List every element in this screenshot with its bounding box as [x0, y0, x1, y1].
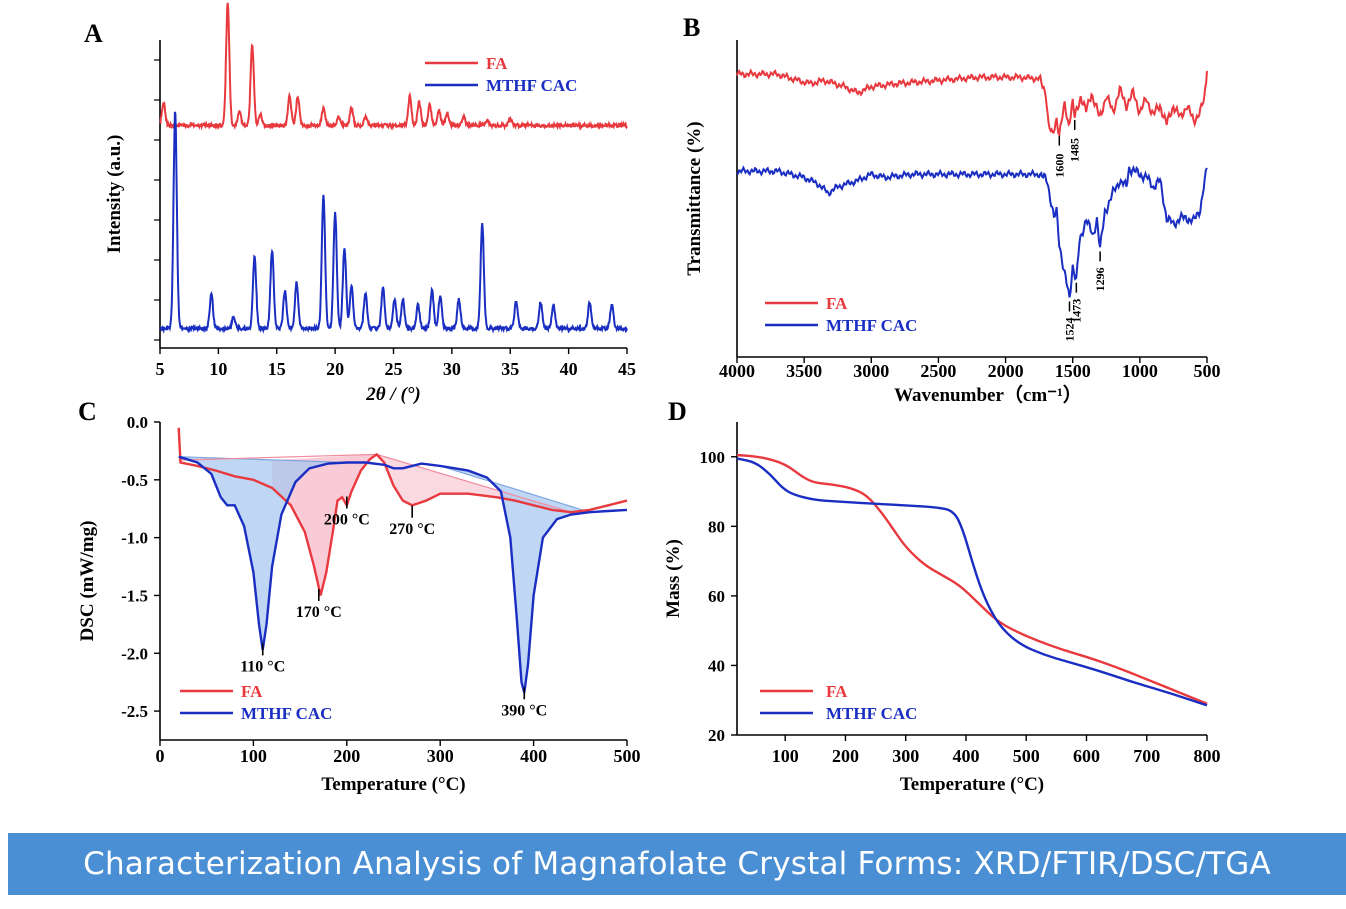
x-axis-title: Temperature (°C)	[900, 774, 1044, 795]
x-axis-title: Temperature (°C)	[321, 774, 465, 795]
x-tick-label: 3000	[853, 361, 889, 381]
dsc-series-fa	[177, 427, 628, 596]
dsc-area-mthf-390	[440, 465, 590, 693]
y-tick-label: -1.5	[121, 586, 148, 605]
x-tick-label: 40	[560, 359, 578, 379]
caption-banner: Characterization Analysis of Magnafolate…	[8, 833, 1346, 895]
dsc-series-mthf-cac	[178, 455, 628, 693]
x-tick-label: 200	[832, 746, 859, 766]
x-axis-title: Wavenumber（cm⁻¹）	[894, 383, 1082, 406]
y-tick-label: 20	[708, 726, 725, 745]
x-tick-label: 4000	[719, 361, 755, 381]
peak-label: 1524	[1062, 317, 1076, 341]
legend-label-mthf-cac: MTHF CAC	[826, 316, 917, 335]
dsc-area-fa-270	[376, 454, 571, 513]
x-tick-label: 300	[892, 746, 919, 766]
tga-series-fa	[736, 453, 1208, 705]
peak-label: 390 °C	[501, 702, 547, 719]
x-tick-label: 20	[326, 359, 344, 379]
y-tick-label: -2.0	[121, 644, 148, 663]
panel-a-xrd: 5 10 15 20 25 30 35 40 45 2θ / (°) Intensity (a.u.…	[104, 2, 636, 405]
x-tick-label: 100	[772, 746, 799, 766]
tga-series-mthf-cac	[736, 457, 1208, 707]
x-tick-label: 500	[1013, 746, 1040, 766]
x-tick-label: 0	[156, 746, 165, 766]
peak-label: 1485	[1068, 138, 1082, 162]
y-tick-label: 100	[700, 448, 726, 467]
x-tick-label: 1500	[1055, 361, 1091, 381]
x-tick-label: 45	[618, 359, 636, 379]
ftir-series-mthf-cac	[736, 164, 1208, 298]
y-tick-label: -1.0	[121, 529, 148, 548]
x-tick-label: 35	[501, 359, 519, 379]
x-tick-label: 400	[952, 746, 979, 766]
ftir-series-fa	[736, 68, 1208, 137]
y-axis-title: Mass (%)	[663, 539, 684, 618]
panel-label-a: A	[84, 19, 103, 48]
x-tick-label: 25	[385, 359, 403, 379]
dsc-area-fa-170	[272, 454, 377, 596]
x-tick-label: 600	[1073, 746, 1100, 766]
x-tick-label: 100	[240, 746, 267, 766]
panel-label-c: C	[78, 397, 97, 426]
y-axis-title: Intensity (a.u.)	[104, 135, 125, 254]
y-tick-label: 80	[708, 517, 725, 536]
peak-label: 1473	[1069, 299, 1083, 323]
caption-title: Characterization Analysis of Magnafolate…	[83, 846, 1271, 882]
legend-label-fa: FA	[826, 294, 848, 313]
x-tick-label: 2000	[988, 361, 1024, 381]
x-tick-label: 5	[156, 359, 165, 379]
x-tick-label: 500	[1194, 361, 1221, 381]
legend-label-fa: FA	[486, 54, 508, 73]
peak-label: 1296	[1093, 267, 1107, 291]
legend-label-fa: FA	[826, 682, 848, 701]
x-tick-label: 15	[268, 359, 286, 379]
x-tick-label: 10	[209, 359, 227, 379]
dsc-area-mthf-110	[178, 456, 347, 650]
peak-label: 200 °C	[324, 512, 370, 529]
x-tick-label: 700	[1133, 746, 1160, 766]
y-tick-label: 40	[708, 656, 725, 675]
y-tick-label: -2.5	[121, 702, 148, 721]
y-axis-title: DSC (mW/mg)	[77, 521, 98, 642]
legend-label-mthf-cac: MTHF CAC	[486, 76, 577, 95]
x-tick-label: 1000	[1122, 361, 1158, 381]
panel-label-d: D	[668, 397, 687, 426]
dsc-baseline	[376, 453, 572, 513]
dsc-baseline	[178, 456, 347, 464]
y-tick-label: 60	[708, 587, 725, 606]
x-tick-label: 800	[1194, 746, 1221, 766]
dsc-baseline	[440, 465, 590, 513]
legend-label-fa: FA	[241, 682, 263, 701]
peak-label: 110 °C	[240, 658, 285, 675]
xrd-series-mthf-cac	[159, 111, 628, 334]
x-tick-label: 30	[443, 359, 461, 379]
panel-d-tga: 100 200 300 400 500 600 700 800 20 40 60 80 100 Tempe…	[663, 422, 1221, 795]
x-tick-label: 300	[427, 746, 454, 766]
panel-b-ftir: 4000 3500 3000 2500 2000 1500 1000 500 Wavenumbe…	[684, 40, 1221, 406]
y-axis-title: Transmittance (%)	[684, 121, 705, 275]
y-tick-label: 0.0	[127, 413, 148, 432]
panel-c-dsc: 0 100 200 300 400 500 0.0 -0.5 -1.0 -1.5 -2.0 -2.5 T…	[77, 413, 641, 795]
dsc-baseline	[178, 453, 377, 461]
x-tick-label: 3500	[786, 361, 822, 381]
panel-label-b: B	[683, 13, 700, 42]
x-tick-label: 400	[520, 746, 547, 766]
x-tick-label: 2500	[920, 361, 956, 381]
peak-label: 270 °C	[389, 521, 435, 538]
legend-label-mthf-cac: MTHF CAC	[241, 704, 332, 723]
y-tick-label: -0.5	[121, 471, 148, 490]
x-tick-label: 500	[614, 746, 641, 766]
peak-label: 1600	[1052, 154, 1066, 178]
xrd-series-fa	[159, 2, 628, 131]
x-tick-label: 200	[333, 746, 360, 766]
peak-label: 170 °C	[296, 604, 342, 621]
legend-label-mthf-cac: MTHF CAC	[826, 704, 917, 723]
x-axis-title: 2θ / (°)	[365, 384, 420, 405]
